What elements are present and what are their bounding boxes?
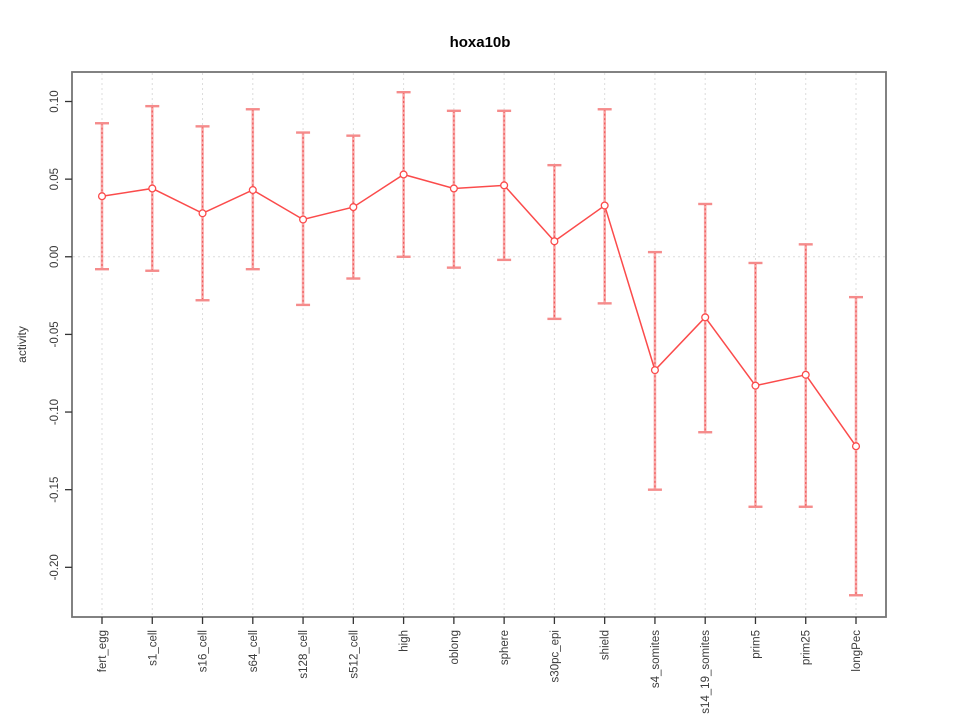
x-tick-label: high: [399, 630, 411, 652]
plot-area: [72, 72, 886, 617]
data-point: [349, 203, 358, 212]
y-tick-label: -0.05: [49, 321, 61, 347]
x-tick-label: s4_somites: [650, 630, 662, 688]
data-point: [299, 215, 308, 224]
data-point: [449, 184, 458, 193]
x-tick-label: s14_19_somites: [700, 630, 712, 714]
data-point: [148, 184, 157, 193]
y-tick-label: -0.10: [49, 399, 61, 425]
x-tick-label: longPec: [851, 630, 863, 672]
x-tick-label: s128_cell: [298, 630, 310, 679]
x-tick-label: shield: [600, 630, 612, 660]
data-point: [751, 381, 760, 390]
series-line: [101, 173, 857, 447]
data-point: [701, 313, 710, 322]
x-tick-label: prim25: [801, 630, 813, 665]
x-tick-label: prim5: [750, 630, 762, 659]
y-tick-label: 0.10: [49, 90, 61, 112]
x-tick-label: oblong: [449, 630, 461, 665]
plot-box: [71, 71, 887, 618]
data-point: [97, 192, 107, 201]
data-point: [851, 442, 861, 451]
chart-title: hoxa10b: [449, 34, 511, 51]
y-axis-title: activity: [15, 326, 29, 363]
data-point: [550, 237, 559, 246]
data-point: [248, 185, 257, 195]
y-tick-label: 0.00: [49, 246, 61, 268]
x-tick-label: fert_egg: [97, 630, 109, 672]
x-tick-label: s512_cell: [348, 630, 360, 679]
x-tick-label: s16_cell: [198, 630, 210, 672]
data-point: [801, 370, 810, 379]
x-tick-label: s1_cell: [147, 630, 159, 666]
x-tick-label: s64_cell: [248, 630, 260, 672]
data-point: [500, 181, 509, 190]
x-tick-label: sphere: [499, 630, 511, 665]
data-point: [198, 209, 207, 218]
data-point: [600, 201, 609, 210]
data-point: [399, 170, 408, 179]
y-tick-label: -0.20: [49, 554, 61, 580]
y-tick-label: -0.15: [49, 477, 61, 503]
y-tick-label: 0.05: [49, 168, 61, 190]
x-tick-label: s30pc_epi: [549, 630, 561, 682]
data-point: [650, 366, 659, 375]
